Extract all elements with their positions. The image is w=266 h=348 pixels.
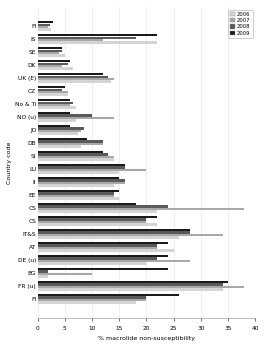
- Bar: [38, 133, 78, 135]
- Bar: [38, 281, 228, 283]
- Bar: [38, 286, 244, 288]
- Bar: [38, 275, 48, 278]
- Bar: [38, 219, 147, 221]
- Bar: [38, 80, 111, 83]
- Bar: [38, 262, 147, 265]
- Bar: [38, 47, 62, 49]
- Bar: [38, 130, 81, 132]
- Bar: [38, 236, 179, 239]
- Bar: [38, 21, 53, 23]
- Bar: [38, 106, 76, 109]
- Bar: [38, 288, 223, 291]
- Bar: [38, 223, 157, 226]
- Bar: [38, 151, 103, 153]
- Bar: [38, 91, 68, 93]
- Bar: [38, 29, 51, 31]
- Bar: [38, 283, 223, 286]
- Bar: [38, 127, 84, 130]
- Bar: [38, 99, 70, 101]
- Bar: [38, 180, 125, 182]
- Bar: [38, 156, 114, 158]
- Bar: [38, 260, 190, 262]
- Bar: [38, 184, 114, 187]
- Bar: [38, 172, 119, 174]
- Bar: [38, 195, 114, 197]
- Bar: [38, 158, 114, 161]
- Bar: [38, 68, 73, 70]
- Bar: [38, 205, 168, 208]
- Bar: [38, 125, 70, 127]
- Bar: [38, 234, 223, 236]
- Bar: [38, 49, 62, 52]
- Bar: [38, 166, 125, 169]
- Bar: [38, 268, 168, 270]
- Bar: [38, 221, 147, 223]
- Bar: [38, 138, 87, 140]
- Bar: [38, 114, 92, 117]
- Bar: [38, 86, 65, 88]
- Bar: [38, 208, 244, 210]
- Y-axis label: Country code: Country code: [7, 141, 12, 184]
- X-axis label: % macrolide non-susceptibility: % macrolide non-susceptibility: [98, 336, 195, 341]
- Bar: [38, 94, 68, 96]
- Bar: [38, 112, 70, 114]
- Bar: [38, 247, 157, 249]
- Legend: 2006, 2007, 2008, 2009: 2006, 2007, 2008, 2009: [227, 10, 253, 38]
- Bar: [38, 270, 48, 273]
- Bar: [38, 39, 103, 41]
- Bar: [38, 296, 147, 299]
- Bar: [38, 244, 157, 247]
- Bar: [38, 145, 81, 148]
- Bar: [38, 76, 108, 78]
- Bar: [38, 229, 190, 231]
- Bar: [38, 34, 157, 37]
- Bar: [38, 73, 103, 76]
- Bar: [38, 60, 70, 62]
- Bar: [38, 143, 103, 145]
- Bar: [38, 299, 147, 301]
- Bar: [38, 153, 108, 156]
- Bar: [38, 192, 114, 195]
- Bar: [38, 190, 119, 192]
- Bar: [38, 169, 147, 171]
- Bar: [38, 294, 179, 296]
- Bar: [38, 37, 136, 39]
- Bar: [38, 301, 136, 304]
- Bar: [38, 141, 103, 143]
- Bar: [38, 78, 114, 80]
- Bar: [38, 52, 59, 54]
- Bar: [38, 177, 119, 179]
- Bar: [38, 63, 68, 65]
- Bar: [38, 164, 125, 166]
- Bar: [38, 88, 62, 91]
- Bar: [38, 273, 92, 275]
- Bar: [38, 104, 70, 106]
- Bar: [38, 65, 62, 68]
- Bar: [38, 102, 73, 104]
- Bar: [38, 203, 136, 205]
- Bar: [38, 24, 49, 26]
- Bar: [38, 26, 48, 29]
- Bar: [38, 119, 76, 122]
- Bar: [38, 255, 168, 257]
- Bar: [38, 117, 114, 119]
- Bar: [38, 250, 174, 252]
- Bar: [38, 258, 157, 260]
- Bar: [38, 55, 65, 57]
- Bar: [38, 211, 157, 213]
- Bar: [38, 242, 168, 244]
- Bar: [38, 197, 119, 200]
- Bar: [38, 182, 125, 184]
- Bar: [38, 41, 157, 44]
- Bar: [38, 216, 157, 218]
- Bar: [38, 231, 190, 234]
